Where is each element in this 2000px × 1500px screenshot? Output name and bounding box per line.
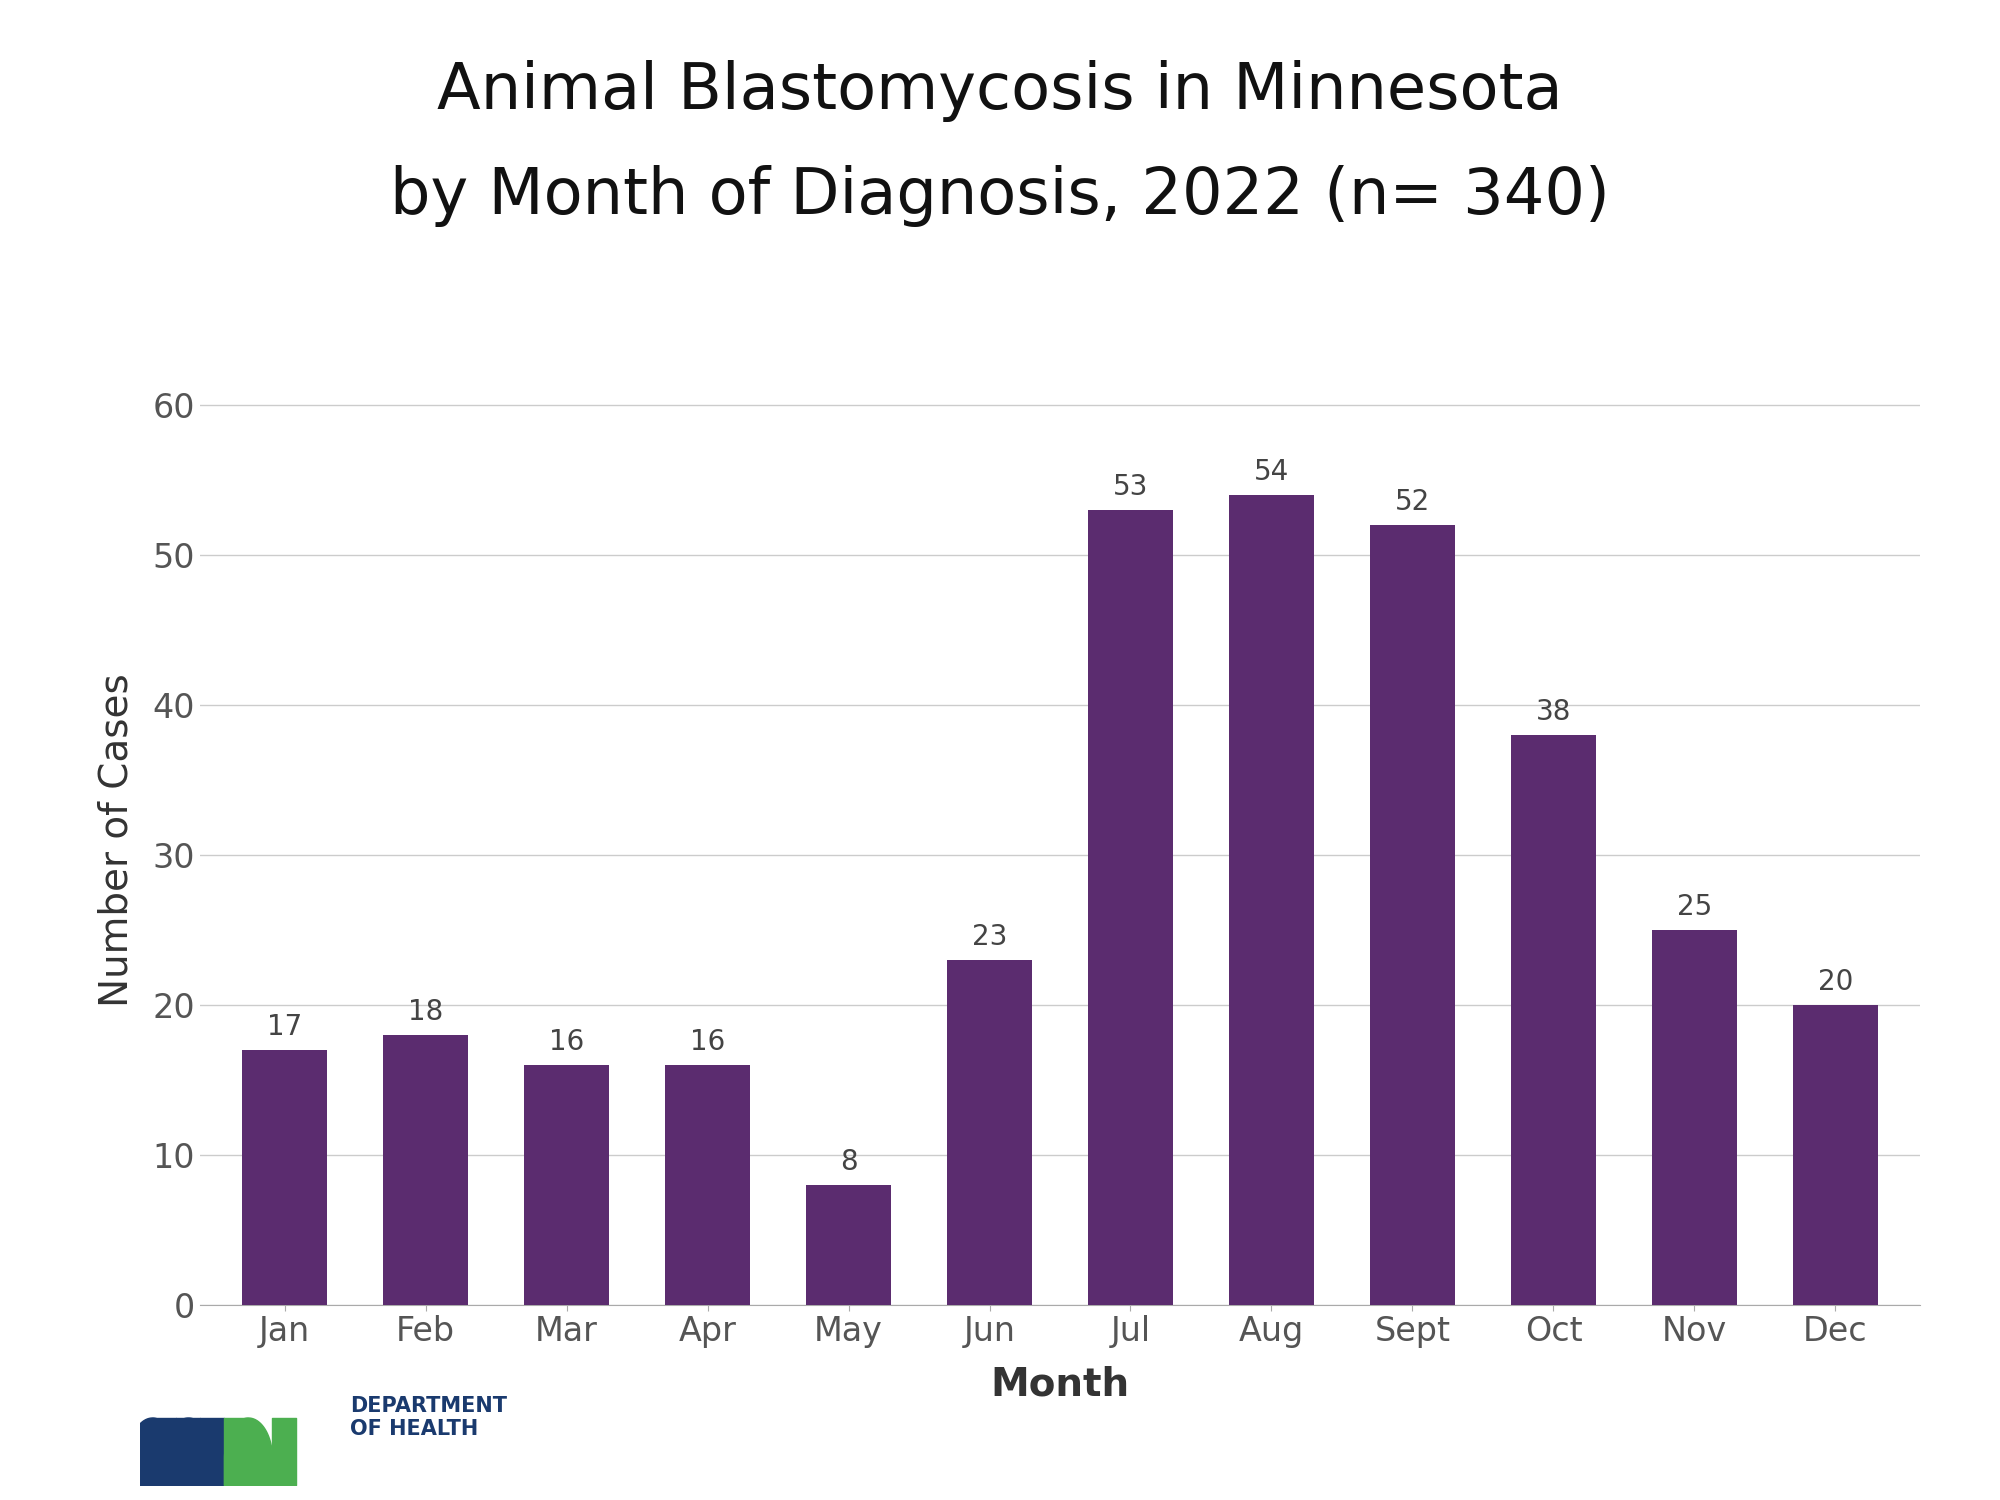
Text: 52: 52 bbox=[1394, 488, 1430, 516]
Bar bbox=[1652, 930, 1736, 1305]
Bar bbox=[1370, 525, 1454, 1305]
Text: DEPARTMENT
OF HEALTH: DEPARTMENT OF HEALTH bbox=[350, 1396, 508, 1438]
Text: 23: 23 bbox=[972, 922, 1008, 951]
Text: 54: 54 bbox=[1254, 458, 1290, 486]
Text: 25: 25 bbox=[1676, 892, 1712, 921]
Text: 17: 17 bbox=[266, 1013, 302, 1041]
Bar bbox=[806, 1185, 890, 1305]
Text: 16: 16 bbox=[690, 1028, 726, 1056]
Bar bbox=[384, 1035, 468, 1305]
Bar bbox=[1230, 495, 1314, 1305]
Bar bbox=[1794, 1005, 1878, 1305]
Y-axis label: Number of Cases: Number of Cases bbox=[98, 674, 136, 1006]
Bar bbox=[1512, 735, 1596, 1305]
Bar bbox=[524, 1065, 608, 1305]
Text: 53: 53 bbox=[1112, 472, 1148, 501]
Text: by Month of Diagnosis, 2022 (n= 340): by Month of Diagnosis, 2022 (n= 340) bbox=[390, 165, 1610, 226]
Text: 16: 16 bbox=[548, 1028, 584, 1056]
Text: 20: 20 bbox=[1818, 968, 1854, 996]
Text: 18: 18 bbox=[408, 998, 444, 1026]
Bar bbox=[948, 960, 1032, 1305]
Bar bbox=[666, 1065, 750, 1305]
Text: Animal Blastomycosis in Minnesota: Animal Blastomycosis in Minnesota bbox=[438, 60, 1562, 122]
Text: 38: 38 bbox=[1536, 698, 1572, 726]
Bar bbox=[1088, 510, 1172, 1305]
Bar bbox=[242, 1050, 326, 1305]
X-axis label: Month: Month bbox=[990, 1365, 1130, 1402]
Text: 8: 8 bbox=[840, 1148, 858, 1176]
